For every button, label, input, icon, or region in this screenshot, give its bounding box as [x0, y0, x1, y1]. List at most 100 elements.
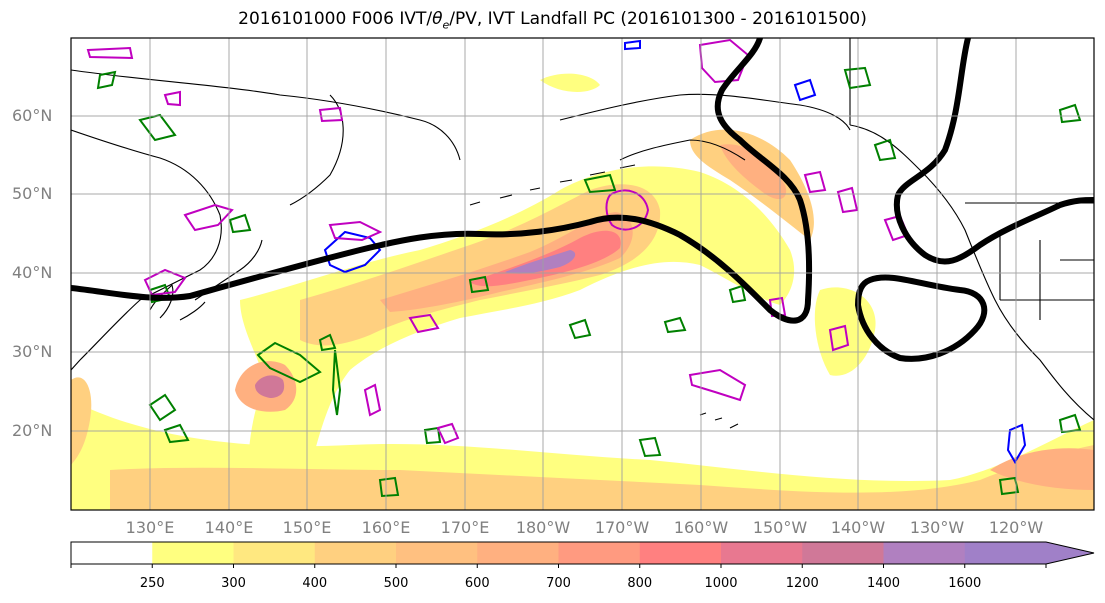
theta-e-6 [583, 173, 617, 194]
ivt-west-edge [71, 377, 92, 465]
lon-label-150w: 150°W [752, 518, 808, 537]
pv-magenta-3 [698, 38, 750, 84]
pv-magenta-13 [803, 170, 827, 194]
colorbar-label: 1600 [948, 576, 982, 591]
theta-e-3 [163, 423, 190, 444]
lon-label-130w: 130°W [909, 518, 965, 537]
lon-label-130e: 130°E [125, 518, 175, 537]
colorbar-cell [396, 542, 478, 564]
pv-magenta-1 [605, 189, 650, 231]
lon-label-160e: 160°E [361, 518, 411, 537]
pv-magenta-4 [183, 203, 234, 232]
lat-label-60n: 60°N [12, 106, 53, 125]
theta-e-10 [998, 476, 1020, 496]
pv-magenta-6 [328, 220, 383, 242]
colorbar-cell [477, 542, 559, 564]
colorbar-label: 250 [139, 576, 165, 591]
map-panel [70, 37, 1095, 511]
gridlines [71, 38, 1094, 510]
colorbar-cell [883, 542, 966, 564]
colorbar-label: 1400 [866, 576, 901, 591]
lon-label-170w: 170°W [594, 518, 650, 537]
ivt-band-main [240, 166, 795, 505]
colorbar-label: 500 [383, 576, 409, 591]
colorbar-label: 400 [302, 576, 328, 591]
pv-magenta-9 [436, 422, 460, 445]
ivt-alaska-patch [540, 73, 600, 92]
theta-e-7 [638, 436, 662, 458]
colorbar-cells [71, 542, 1094, 564]
pv-magenta-2 [688, 368, 747, 402]
colorbar-label: 700 [546, 576, 571, 591]
theta-e-19 [228, 213, 252, 234]
colorbar-cell [558, 542, 641, 564]
colorbar [70, 541, 1095, 568]
colorbar-label: 1200 [785, 576, 819, 591]
theta-e-20 [728, 284, 747, 304]
theta-e-16 [1058, 413, 1082, 434]
theta-e-2 [148, 393, 177, 422]
pv-magenta-15 [163, 90, 181, 107]
lon-label-180w: 180°W [515, 518, 571, 537]
colorbar-cell [964, 542, 1047, 564]
colorbar-extend-arrow [1046, 542, 1094, 564]
pv-blue-4 [624, 39, 641, 51]
colorbar-cell [314, 542, 397, 564]
colorbar-cell [721, 542, 803, 564]
pv-magenta-7 [408, 313, 440, 334]
theta-e-22 [331, 349, 342, 416]
theta-e-12 [1058, 103, 1082, 124]
border-states [999, 230, 1094, 320]
lon-label-120w: 120°W [988, 518, 1044, 537]
pv-blue-1 [323, 230, 382, 274]
lon-label-160w: 160°W [673, 518, 729, 537]
colorbar-cell [639, 542, 722, 564]
theta-e-21 [468, 275, 490, 294]
theta-e-8 [568, 318, 592, 340]
lat-label-20n: 20°N [12, 421, 53, 440]
ivt-typhoon-core [255, 375, 285, 398]
colorbar-cell [152, 542, 234, 564]
colorbar-cell [802, 542, 884, 564]
colorbar-outline [70, 541, 1095, 565]
pc-contour-main [71, 38, 813, 324]
pv-blue-3 [793, 78, 817, 102]
colorbar-cell [71, 542, 153, 564]
lat-label-50n: 50°N [12, 184, 53, 203]
lat-label-30n: 30°N [12, 342, 53, 361]
pv-blue-2 [1006, 423, 1027, 464]
colorbar-cell [233, 542, 316, 564]
pv-magenta-8 [363, 383, 382, 417]
coast-siberia [71, 69, 461, 161]
ivt-south-band-2 [110, 445, 1094, 510]
ivt-shading [71, 73, 1094, 510]
lon-label-140e: 140°E [204, 518, 254, 537]
pc-contour-east [893, 38, 1094, 265]
theta-e-15 [423, 426, 442, 445]
lon-label-170e: 170°E [440, 518, 490, 537]
ivt-north-tongue-2 [720, 144, 787, 200]
pv-magenta-16 [318, 106, 344, 123]
theta-e-11 [873, 138, 897, 162]
pv-magenta-12 [836, 186, 859, 214]
colorbar-label: 1000 [704, 576, 738, 591]
pv-magenta-10 [828, 324, 850, 352]
lon-label-140w: 140°W [830, 518, 886, 537]
theta-e-17 [318, 333, 337, 352]
title-suffix: /PV, IVT Landfall PC (2016101300 - 20161… [449, 9, 867, 29]
pv-magenta-14 [86, 46, 134, 60]
lat-label-40n: 40°N [12, 263, 53, 282]
colorbar-label: 800 [627, 576, 653, 591]
colorbar-label: 600 [464, 576, 490, 591]
ivt-north-tongue [690, 129, 814, 240]
pv-contours [86, 38, 1027, 464]
map-frame [70, 37, 1095, 511]
ivt-band-core [505, 250, 576, 274]
chart-title: 2016101000 F006 IVT/θe/PV, IVT Landfall … [0, 9, 1105, 31]
theta-e-9 [663, 316, 687, 334]
ivt-band-inner2 [380, 212, 633, 312]
coast-north-america [849, 124, 1094, 421]
colorbar-ticks [70, 564, 1047, 568]
pv-magenta-5 [143, 268, 187, 297]
coast-aleutians [469, 164, 636, 206]
